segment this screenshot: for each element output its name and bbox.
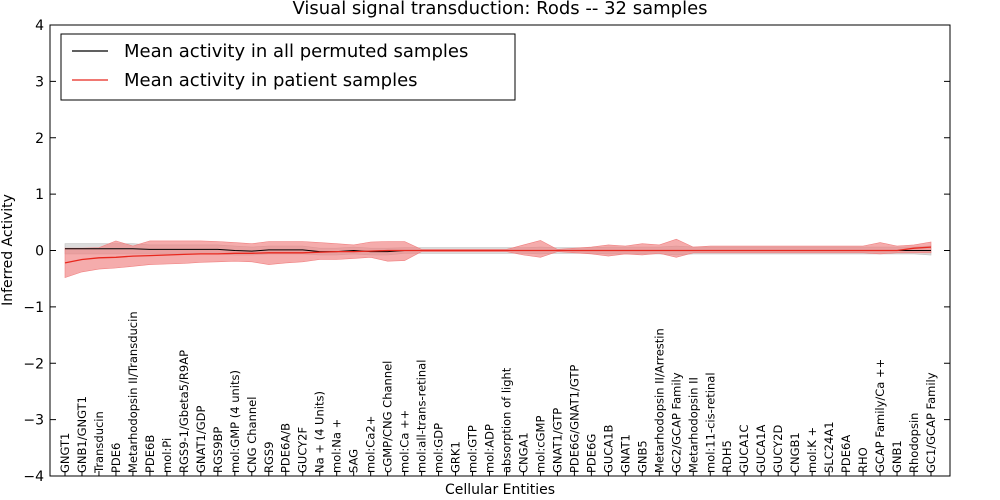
x-tick-label: GNGT1 <box>58 433 72 473</box>
x-tick-label: RHO <box>856 447 870 473</box>
x-tick-label: RGS9 <box>262 441 276 473</box>
y-tick-label: 3 <box>35 74 44 90</box>
x-tick-label: GNAT1/GTP <box>550 408 564 473</box>
y-tick-label: −2 <box>23 356 44 372</box>
x-tick-label: Metarhodopsin II <box>686 377 700 473</box>
x-tick-label: Transducin <box>92 411 106 474</box>
legend-label-permuted: Mean activity in all permuted samples <box>124 41 468 62</box>
x-tick-label: mol:Ca2+ <box>364 416 378 473</box>
y-tick-label: 2 <box>35 131 44 147</box>
legend-label-patient: Mean activity in patient samples <box>124 70 418 91</box>
chart-title: Visual signal transduction: Rods -- 32 s… <box>292 0 707 19</box>
y-tick-label: 1 <box>35 187 44 203</box>
y-tick-label: −1 <box>23 300 44 316</box>
x-tick-label: mol:Na + <box>330 419 344 473</box>
x-tick-label: GUCY2D <box>771 425 785 473</box>
x-tick-label: GRK1 <box>449 441 463 473</box>
x-tick-label: PDE6A <box>839 435 853 473</box>
x-tick-label: GUCA1B <box>601 424 615 473</box>
x-tick-label: GC1/GCAP Family <box>924 372 938 473</box>
x-tick-label: PDE6G <box>584 434 598 473</box>
x-tick-label: RGS9-1/Gbeta5/R9AP <box>177 350 191 473</box>
x-tick-label: mol:GTP <box>466 425 480 473</box>
x-tick-label: mol:GMP (4 units) <box>228 370 242 473</box>
x-tick-label: Na + (4 Units) <box>313 391 327 473</box>
x-tick-label: mol:Pi <box>160 438 174 473</box>
x-tick-label: SAG <box>347 449 361 473</box>
x-tick-label: GNB1/GNGT1 <box>75 396 89 473</box>
x-tick-label: GUCA1C <box>737 424 751 473</box>
x-tick-label: mol:K + <box>805 427 819 473</box>
x-tick-label: RDH5 <box>720 440 734 473</box>
x-tick-label: mol:cGMP <box>533 416 547 473</box>
x-axis: GNGT1 GNB1/GNGT1 Transducin PDE6 Metarhodops… <box>58 311 938 476</box>
x-tick-label: PDE6 <box>109 443 123 473</box>
x-tick-label: GUCA1A <box>754 424 768 473</box>
x-tick-label: PDE6B <box>143 435 157 473</box>
series-lines <box>64 246 932 264</box>
x-tick-label: mol:GDP <box>432 423 446 473</box>
x-tick-label: CNGB1 <box>788 432 802 473</box>
y-axis-label: Inferred Activity <box>0 194 16 306</box>
y-tick-label: 0 <box>35 244 44 260</box>
y-tick-label: −4 <box>23 469 44 485</box>
x-tick-label: PDE6A/B <box>279 423 293 473</box>
x-tick-label: GC2/GCAP Family <box>669 372 683 473</box>
patient-confidence-band <box>64 238 932 279</box>
x-tick-label: Rhodopsin <box>907 413 921 473</box>
x-tick-label: RGS9BP <box>211 427 225 473</box>
x-tick-label: CNG Channel <box>245 397 259 473</box>
patient-mean-line <box>64 246 932 264</box>
x-tick-label: mol:Ca ++ <box>398 410 412 473</box>
x-tick-label: PDE6G/GNAT1/GTP <box>567 365 581 473</box>
x-tick-label: SLC24A1 <box>822 421 836 473</box>
y-axis: −4 −3 −2 −1 0 1 2 3 4 <box>23 18 950 485</box>
y-tick-label: 4 <box>35 18 44 34</box>
x-tick-label: GNAT1/GDP <box>194 406 208 473</box>
x-axis-label: Cellular Entities <box>445 482 555 498</box>
x-tick-label: Metarhodopsin II/Arrestin <box>652 328 666 473</box>
x-tick-label: absorption of light <box>499 367 513 473</box>
x-tick-label: GUCY2F <box>296 427 310 473</box>
x-tick-label: cGMP/CNG Channel <box>381 361 395 473</box>
legend: Mean activity in all permuted samples Me… <box>60 33 516 101</box>
x-tick-label: CNGA1 <box>516 432 530 473</box>
x-tick-label: mol:ADP <box>483 424 497 473</box>
legend-box <box>60 33 516 101</box>
x-tick-label: mol:11-cis-retinal <box>703 372 717 473</box>
x-tick-label: mol:all-trans-retinal <box>415 360 429 473</box>
x-tick-label: GCAP Family/Ca ++ <box>873 359 887 473</box>
x-tick-label: Metarhodopsin II/Transducin <box>126 311 140 473</box>
x-tick-label: GNB5 <box>635 440 649 473</box>
x-tick-label: GNB1 <box>890 440 904 473</box>
x-tick-label: GNAT1 <box>618 434 632 473</box>
y-tick-label: −3 <box>23 413 44 429</box>
